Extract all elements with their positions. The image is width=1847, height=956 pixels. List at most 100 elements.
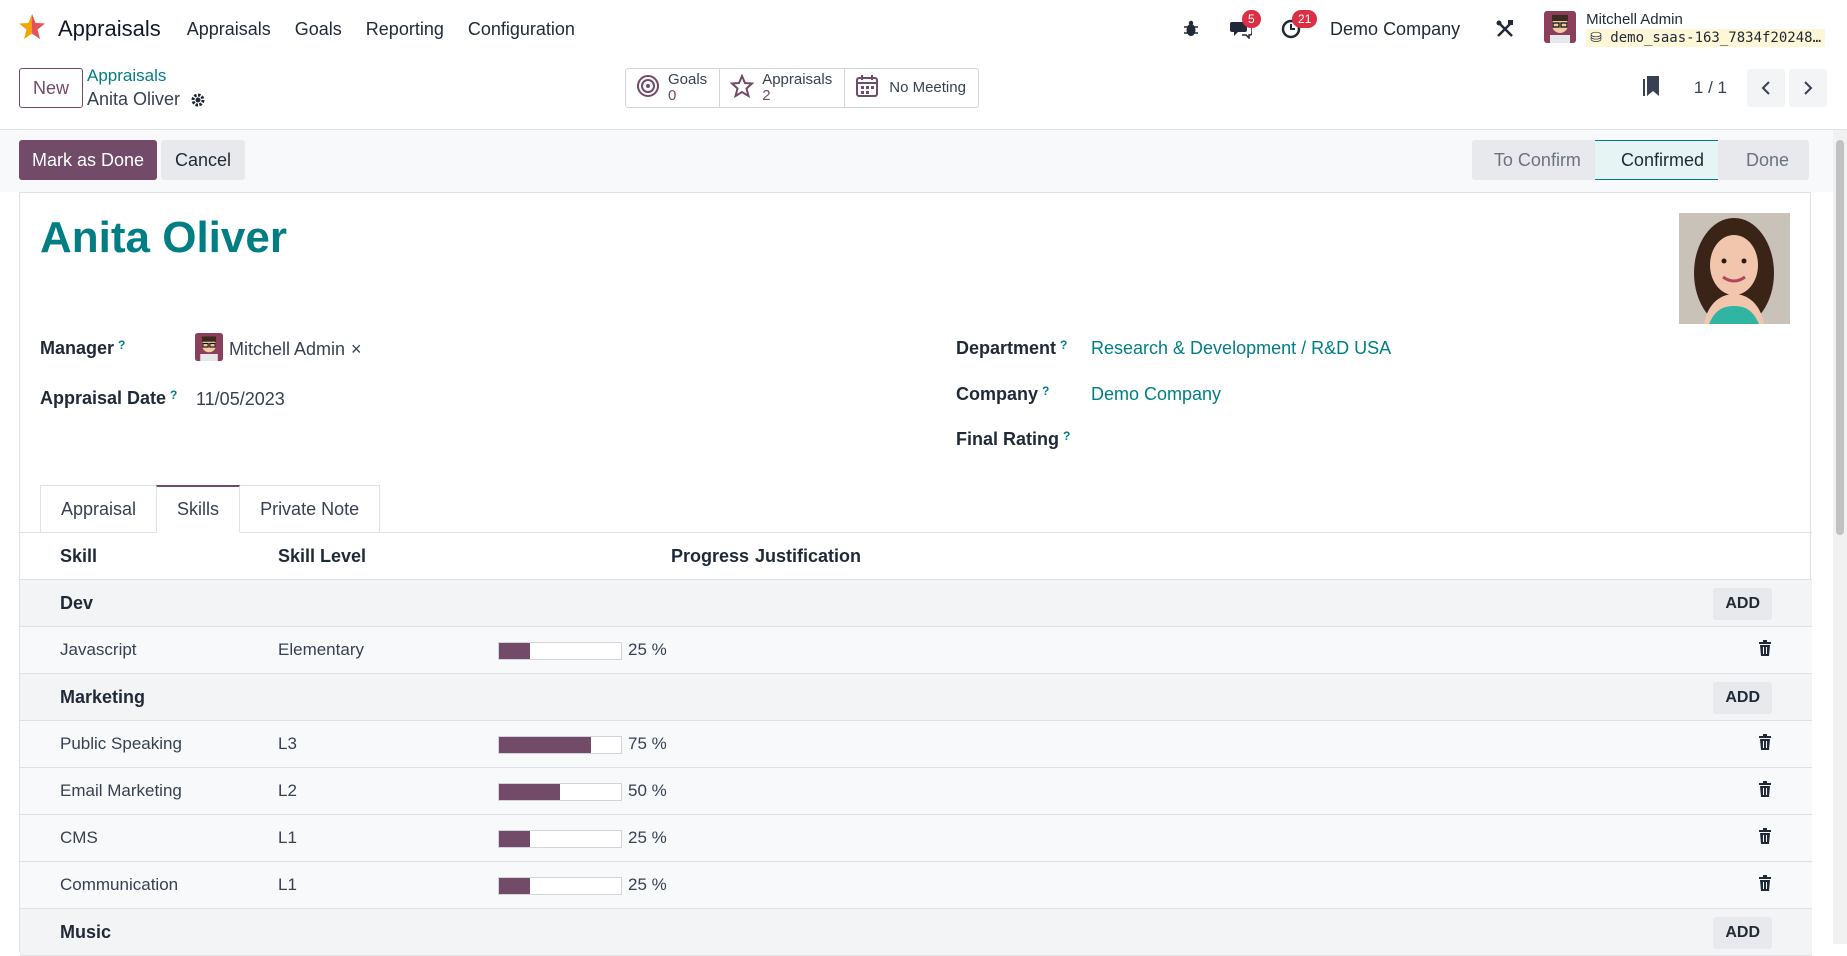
skill-row[interactable]: Public Speaking L3 75 % [20, 721, 1812, 768]
app-name[interactable]: Appraisals [58, 16, 161, 41]
menu-reporting[interactable]: Reporting [365, 18, 444, 39]
database-icon: ⛁ [1590, 30, 1611, 46]
debug-bug-icon[interactable] [1176, 14, 1206, 44]
column-progress[interactable]: Progress [671, 546, 750, 566]
smart-buttons: Goals 0 Appraisals 2 No Meeting [625, 68, 979, 108]
calendar-icon [855, 74, 879, 103]
skill-level: L1 [278, 828, 297, 847]
skill-row[interactable]: CMS L1 25 % [20, 815, 1812, 862]
cancel-button[interactable]: Cancel [161, 140, 246, 180]
manager-field[interactable]: Mitchell Admin × [195, 333, 362, 366]
skill-name: Javascript [60, 640, 137, 659]
app-brand[interactable]: Appraisals [18, 13, 175, 46]
trash-icon[interactable] [1758, 875, 1772, 896]
add-skill-button[interactable]: ADD [1713, 682, 1772, 714]
trash-icon[interactable] [1758, 734, 1772, 755]
tools-wrench-icon[interactable] [1490, 14, 1520, 44]
activities-clock-icon[interactable]: 21 [1276, 10, 1318, 44]
appraisals-app-icon[interactable] [18, 13, 46, 46]
trash-icon[interactable] [1758, 828, 1772, 849]
final-rating-label: Final Rating? [956, 429, 1071, 449]
trash-icon[interactable] [1758, 781, 1772, 802]
gear-icon[interactable] [190, 92, 206, 108]
chevron-left-icon [1761, 81, 1770, 95]
skill-name: Communication [60, 875, 179, 894]
user-avatar[interactable] [1544, 10, 1577, 48]
progress-value: 50 % [628, 781, 667, 800]
user-menu[interactable]: Mitchell Admin ⛁ demo_saas-163_7834f2024… [1544, 10, 1825, 48]
tab-skills[interactable]: Skills [156, 485, 241, 533]
appraisals-smart-button[interactable]: Appraisals 2 [720, 69, 846, 107]
skill-group-row[interactable]: Music ADD [20, 909, 1812, 956]
skill-group-row[interactable]: Marketing ADD [20, 674, 1812, 721]
tab-private-note[interactable]: Private Note [239, 485, 381, 533]
appraisal-date-field[interactable]: 11/05/2023 [196, 389, 285, 409]
column-skill[interactable]: Skill [60, 546, 98, 566]
skills-table-header: Skill Skill Level Progress Justification [20, 533, 1812, 580]
company-label: Company? [956, 384, 1050, 404]
manager-label: Manager? [40, 338, 126, 358]
meeting-smart-button[interactable]: No Meeting [845, 69, 978, 107]
goals-smart-label: Goals [668, 71, 708, 88]
column-justification[interactable]: Justification [755, 546, 862, 566]
user-name: Mitchell Admin [1586, 11, 1683, 28]
skill-row[interactable]: Javascript Elementary 25 % [20, 627, 1812, 674]
next-record-button[interactable] [1789, 69, 1827, 107]
trash-icon[interactable] [1758, 640, 1772, 661]
skill-group-row[interactable]: Dev ADD [20, 580, 1812, 627]
progress-value: 75 % [628, 734, 667, 753]
add-skill-button[interactable]: ADD [1713, 588, 1772, 620]
stage-statusbar: To Confirm Confirmed Done [1471, 140, 1809, 180]
stage-done[interactable]: Done [1717, 140, 1809, 180]
manager-help-icon[interactable]: ? [118, 338, 126, 352]
form-action-bar: Mark as Done Cancel To Confirm Confirmed… [0, 130, 1847, 192]
menu-configuration[interactable]: Configuration [467, 18, 575, 39]
scrollbar-thumb[interactable] [1836, 140, 1844, 535]
pager-value[interactable]: 1 / 1 [1693, 78, 1727, 97]
appraisals-smart-value: 2 [762, 87, 771, 104]
mark-as-done-button[interactable]: Mark as Done [19, 140, 158, 180]
skill-level: L2 [278, 781, 297, 800]
activities-count-badge: 21 [1292, 10, 1318, 28]
appraisal-date-help-icon[interactable]: ? [170, 388, 178, 402]
goals-smart-value: 0 [668, 87, 677, 104]
previous-record-button[interactable] [1747, 69, 1785, 107]
remove-manager-icon[interactable]: × [351, 339, 362, 359]
messages-count-badge: 5 [1242, 10, 1261, 28]
bookmark-icon[interactable] [1642, 74, 1664, 103]
add-skill-button[interactable]: ADD [1713, 917, 1772, 949]
company-switcher[interactable]: Demo Company [1330, 18, 1461, 39]
progress-value: 25 % [628, 875, 667, 894]
department-field[interactable]: Research & Development / R&D USA [1091, 338, 1392, 358]
progress-bar [498, 877, 622, 895]
skill-row[interactable]: Communication L1 25 % [20, 862, 1812, 909]
breadcrumb-parent-link[interactable]: Appraisals [87, 66, 167, 85]
group-name: Music [60, 922, 112, 942]
stage-to-confirm[interactable]: To Confirm [1471, 140, 1595, 180]
skill-row[interactable]: Email Marketing L2 50 % [20, 768, 1812, 815]
progress-bar [498, 642, 622, 660]
menu-goals[interactable]: Goals [294, 18, 342, 39]
final-rating-help-icon[interactable]: ? [1063, 429, 1071, 443]
star-icon [729, 72, 755, 103]
department-label: Department? [956, 338, 1068, 358]
company-field[interactable]: Demo Company [1091, 384, 1222, 404]
menu-appraisals[interactable]: Appraisals [186, 18, 271, 39]
new-button[interactable]: New [19, 68, 83, 108]
skill-name: Email Marketing [60, 781, 182, 800]
skill-level: Elementary [278, 640, 364, 659]
skill-name: Public Speaking [60, 734, 182, 753]
company-help-icon[interactable]: ? [1042, 384, 1050, 398]
control-panel: New Appraisals Anita Oliver Goals 0 Appra… [0, 58, 1847, 130]
goals-smart-button[interactable]: Goals 0 [626, 69, 721, 107]
messages-chat-icon[interactable]: 5 [1226, 10, 1261, 44]
department-help-icon[interactable]: ? [1060, 338, 1068, 352]
target-icon [636, 74, 660, 103]
tab-appraisal[interactable]: Appraisal [40, 485, 158, 533]
column-skill-level[interactable]: Skill Level [278, 546, 367, 566]
stage-confirmed[interactable]: Confirmed [1594, 140, 1718, 180]
top-navbar: Appraisals Appraisals Goals Reporting Co… [0, 0, 1847, 58]
page-scrollbar[interactable] [1833, 130, 1847, 944]
manager-avatar [195, 333, 223, 366]
database-label: demo_saas-163_7834f20248… [1610, 30, 1821, 46]
